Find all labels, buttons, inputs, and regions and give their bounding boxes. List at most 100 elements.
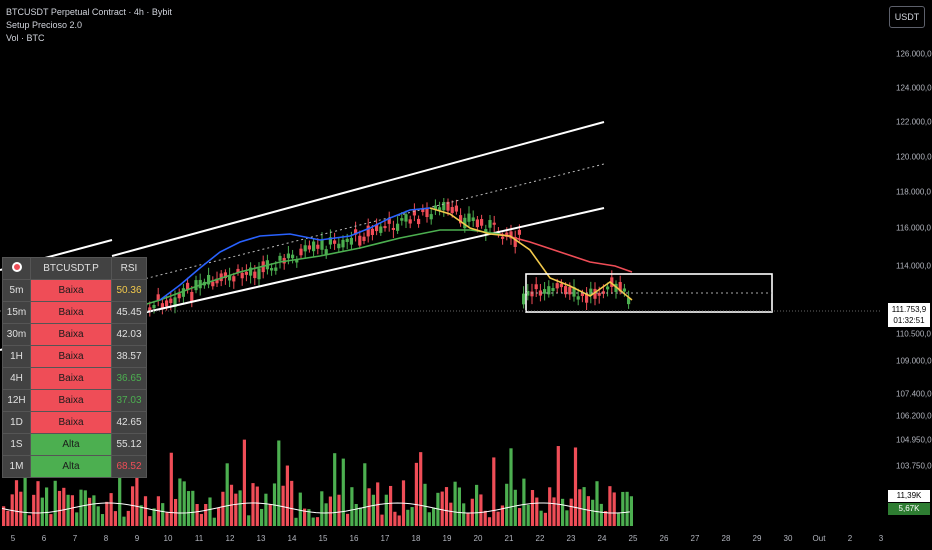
candle-body: [341, 239, 345, 248]
candle-body: [580, 293, 584, 296]
candle-body: [543, 289, 547, 294]
price-tick: 126.000,0: [896, 49, 932, 59]
candle-body: [417, 218, 421, 225]
volume-bar: [548, 487, 552, 526]
volume-bar: [66, 494, 70, 526]
volume-bar: [92, 495, 96, 526]
price-tick: 120.000,0: [896, 152, 932, 162]
timeframe-cell: 30m: [2, 323, 31, 346]
candle-body: [379, 226, 383, 233]
candle-body: [400, 218, 404, 221]
ema-slow-late-line: [499, 233, 633, 273]
bybit-icon: [2, 257, 31, 280]
indicator-setup[interactable]: Setup Precioso 2.0: [6, 20, 83, 30]
table-row: 4H Baixa 36.65: [2, 367, 147, 390]
price-chart[interactable]: [0, 0, 880, 530]
volume-bar: [139, 505, 143, 526]
candle-body: [572, 287, 576, 297]
indicator-volume[interactable]: Vol · BTC: [6, 33, 45, 43]
candle-body: [156, 294, 160, 301]
currency-button[interactable]: USDT: [889, 6, 925, 28]
volume-bar: [333, 453, 337, 526]
rsi-cell: 68.52: [111, 455, 147, 478]
candle-body: [278, 255, 282, 261]
volume-bar: [83, 490, 87, 526]
volume-bar: [100, 514, 105, 526]
candle-body: [576, 296, 580, 300]
volume-bar: [440, 491, 444, 526]
volume-bar: [195, 504, 199, 526]
rsi-cell: 38.57: [111, 345, 147, 368]
volume-bar: [14, 480, 19, 526]
ema-fast-late-line: [429, 207, 633, 301]
candle-body: [160, 303, 164, 310]
volume-bar: [466, 512, 470, 526]
volume-bar: [346, 513, 350, 526]
candle-body: [501, 236, 505, 239]
volume-bar: [225, 463, 229, 526]
volume-bar: [88, 497, 92, 526]
candle-body: [517, 229, 521, 235]
time-tick: 30: [783, 534, 793, 543]
time-tick: 2: [847, 534, 853, 543]
volume-bar: [350, 487, 354, 526]
time-tick: 10: [163, 534, 173, 543]
volume-bar: [341, 458, 345, 526]
time-tick: 22: [535, 534, 545, 543]
rsi-cell: 37.03: [111, 389, 147, 412]
time-axis[interactable]: 5 6 7 8 9 10 11 12 13 14 15 16 17 18 19 20 21 22 23 24 25 26 2…: [0, 530, 884, 550]
volume-bar: [247, 515, 251, 526]
candle-body: [547, 286, 551, 295]
volume-bar: [49, 514, 53, 526]
timeframe-cell: 5m: [2, 279, 31, 302]
ema-slow-line: [119, 229, 501, 313]
candle-body: [257, 268, 261, 280]
candle-body: [349, 237, 353, 245]
volume-bar: [358, 507, 363, 526]
time-tick: 11: [194, 534, 204, 543]
candle-body: [421, 209, 425, 213]
time-tick: 9: [134, 534, 140, 543]
volume-bar: [423, 483, 427, 526]
time-tick: 3: [878, 534, 884, 543]
candle-body: [530, 291, 534, 297]
candle-body: [559, 283, 563, 288]
volume-bar: [143, 496, 148, 526]
candle-body: [538, 290, 542, 296]
candle-body: [396, 223, 400, 231]
time-tick: 15: [318, 534, 328, 543]
volume-ma-line: [1, 502, 630, 514]
volume-bar: [406, 509, 410, 526]
candle-body: [564, 286, 568, 295]
volume-bar: [595, 481, 599, 526]
time-tick: 16: [349, 534, 359, 543]
volume-bar: [578, 489, 582, 526]
volume-bar: [324, 503, 328, 526]
price-axis[interactable]: 126.000,0 124.000,0 122.000,0 120.000,0 118.…: [880, 0, 932, 530]
volume-bar: [487, 517, 492, 526]
trend-cell: Baixa: [30, 301, 112, 324]
volume-bar: [251, 483, 255, 526]
volume-bar: [535, 497, 539, 526]
candle-body: [534, 284, 538, 290]
symbol-title[interactable]: BTCUSDT Perpetual Contract · 4h · Bybit: [6, 7, 172, 17]
volume-bar: [505, 483, 509, 526]
candle-body: [337, 243, 341, 249]
candle-body: [568, 287, 572, 295]
timeframe-cell: 12H: [2, 389, 31, 412]
volume-value-label: 11,39K: [888, 490, 930, 502]
volume-bar: [380, 514, 384, 526]
volume-bar: [242, 439, 246, 526]
volume-bar: [208, 497, 212, 526]
volume-bar: [479, 494, 483, 526]
candle-body: [165, 300, 169, 307]
table-row: 30m Baixa 42.03: [2, 323, 147, 346]
candle-body: [467, 213, 471, 222]
candle-body: [438, 207, 442, 211]
time-tick: 6: [41, 534, 47, 543]
volume-bar: [178, 478, 182, 526]
volume-bar: [122, 516, 126, 526]
candle-body: [454, 205, 458, 212]
volume-bar: [221, 491, 225, 526]
price-tick: 103.750,0: [896, 461, 932, 471]
